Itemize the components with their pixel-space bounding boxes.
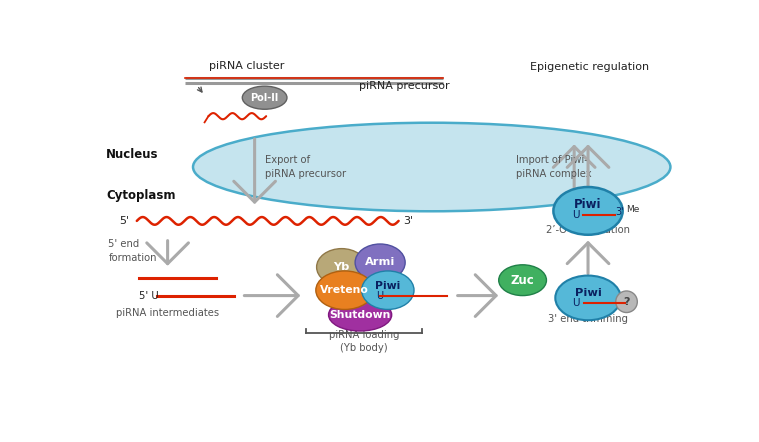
- Text: piRNA cluster: piRNA cluster: [209, 61, 285, 71]
- Ellipse shape: [553, 187, 622, 235]
- Ellipse shape: [616, 291, 638, 312]
- Text: Armi: Armi: [365, 258, 395, 267]
- Text: piRNA intermediates: piRNA intermediates: [116, 309, 219, 318]
- Text: piRNA loading
(Yb body): piRNA loading (Yb body): [329, 330, 399, 354]
- Text: Shutdown: Shutdown: [329, 310, 391, 320]
- Text: Yb: Yb: [333, 262, 350, 272]
- Text: Vreteno: Vreteno: [320, 285, 369, 295]
- Text: Zuc: Zuc: [511, 274, 534, 287]
- Ellipse shape: [242, 86, 287, 109]
- Text: 3': 3': [403, 216, 414, 226]
- Text: Nucleus: Nucleus: [106, 148, 159, 161]
- Text: U: U: [572, 297, 579, 308]
- Ellipse shape: [361, 271, 414, 309]
- Text: Epigenetic regulation: Epigenetic regulation: [530, 62, 649, 72]
- Text: 2’-​O methylation: 2’-​O methylation: [546, 225, 630, 235]
- Text: 5' U: 5' U: [139, 290, 159, 301]
- Ellipse shape: [499, 265, 546, 296]
- Text: Piwi: Piwi: [575, 198, 602, 211]
- Text: Cytoplasm: Cytoplasm: [106, 189, 175, 202]
- Ellipse shape: [556, 275, 621, 320]
- Text: 3': 3': [615, 207, 624, 217]
- Text: Piwi: Piwi: [575, 287, 601, 297]
- Ellipse shape: [355, 244, 405, 281]
- Text: Me: Me: [626, 205, 640, 214]
- Text: U: U: [376, 291, 384, 301]
- Ellipse shape: [193, 123, 670, 211]
- Text: 5': 5': [119, 216, 129, 226]
- Text: U: U: [572, 210, 579, 220]
- Text: Piwi: Piwi: [375, 282, 401, 291]
- Ellipse shape: [317, 248, 367, 286]
- Text: Export of
piRNA precursor: Export of piRNA precursor: [265, 156, 346, 179]
- Text: Pol-II: Pol-II: [250, 93, 279, 103]
- Text: Import of Piwi–
piRNA complex: Import of Piwi– piRNA complex: [516, 156, 592, 179]
- Text: 3' end trimming: 3' end trimming: [548, 314, 628, 324]
- Ellipse shape: [329, 299, 392, 331]
- Text: 5' end
formation: 5' end formation: [109, 239, 157, 263]
- Text: ?: ?: [623, 297, 630, 307]
- Ellipse shape: [316, 271, 373, 309]
- Text: piRNA precursor: piRNA precursor: [360, 81, 450, 91]
